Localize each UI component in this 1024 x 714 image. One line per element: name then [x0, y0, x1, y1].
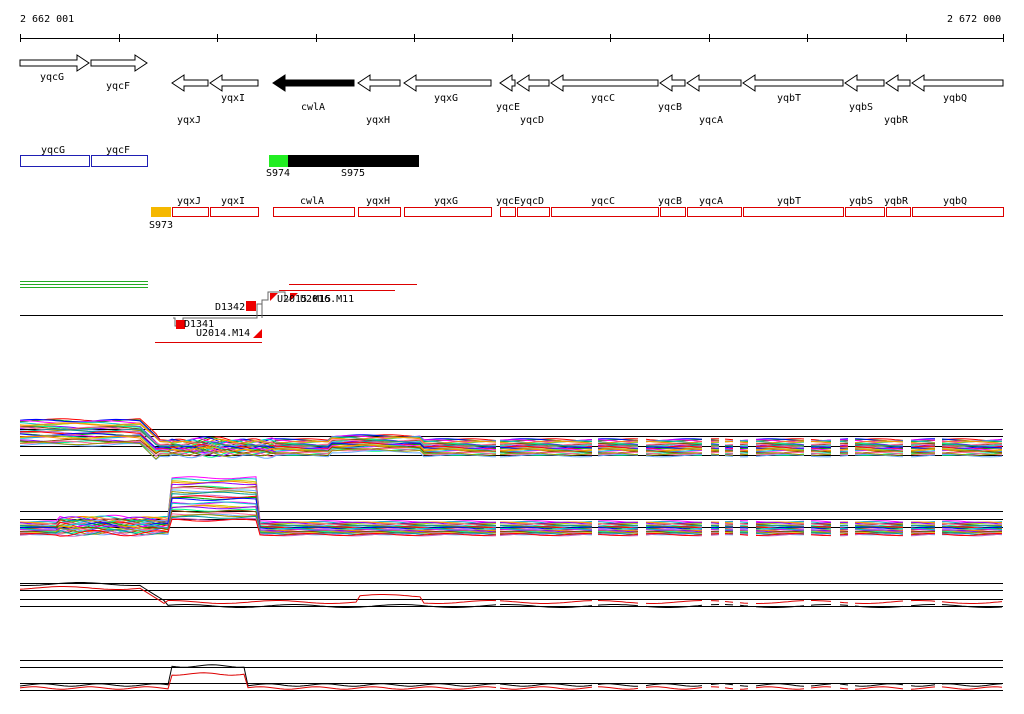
gene-label: yqxH: [366, 115, 390, 126]
red-box-label: yqcC: [591, 196, 615, 207]
gene-arrow-yqbr[interactable]: [885, 74, 911, 92]
feature-s973-label: S973: [149, 220, 173, 231]
gene-label: yqcC: [591, 93, 615, 104]
red-box[interactable]: [404, 207, 492, 217]
gene-label: yqcE: [496, 102, 520, 113]
red-box[interactable]: [358, 207, 401, 217]
gene-label: yqxG: [434, 93, 458, 104]
ruler-start-label: 2 662 001: [20, 14, 74, 25]
expression-summary-track-1: [19, 582, 1003, 608]
gene-arrow-cwla[interactable]: [272, 74, 355, 92]
red-box-label: yqbQ: [943, 196, 967, 207]
red-box[interactable]: [660, 207, 686, 217]
gene-label: yqbQ: [943, 93, 967, 104]
gene-arrow-yqbs[interactable]: [844, 74, 885, 92]
red-box-label: yqcE: [496, 196, 520, 207]
gene-arrow-yqca[interactable]: [686, 74, 742, 92]
marker-u2015-flag[interactable]: [270, 293, 278, 301]
marker-u2014-label: U2014.M14: [196, 328, 250, 339]
feature-s974[interactable]: [269, 155, 288, 167]
red-box[interactable]: [517, 207, 550, 217]
marker-d1341[interactable]: [176, 320, 185, 329]
gene-label: yqxI: [221, 93, 245, 104]
gene-label: yqcG: [40, 72, 64, 83]
coordinate-ruler: 2 662 001 2 672 000: [20, 14, 1004, 42]
red-box-label: yqxG: [434, 196, 458, 207]
gene-arrow-yqcg[interactable]: [19, 54, 90, 72]
feature-s974-label: S974: [266, 168, 290, 179]
red-box[interactable]: [886, 207, 911, 217]
gene-label: yqbS: [849, 102, 873, 113]
blue-box-track: yqcG yqcF: [20, 145, 148, 167]
ruler-end-label: 2 672 000: [947, 14, 1001, 25]
red-box[interactable]: [743, 207, 844, 217]
feature-s973[interactable]: [151, 207, 171, 217]
blue-box[interactable]: [91, 155, 148, 167]
marker-track: D1342 D1341 U2015.M15 U2016.M11 U2014.M1…: [20, 281, 1003, 343]
marker-u2014-flag[interactable]: [253, 329, 262, 338]
gene-arrow-yqcd[interactable]: [516, 74, 550, 92]
red-box-label: yqcA: [699, 196, 723, 207]
expression-summary-track-2: [19, 660, 1003, 691]
gene-label: yqcD: [520, 115, 544, 126]
feature-s975-label: S975: [341, 168, 365, 179]
gene-label: yqxJ: [177, 115, 201, 126]
gene-arrow-yqxi[interactable]: [209, 74, 259, 92]
gene-arrow-yqxh[interactable]: [357, 74, 401, 92]
marker-u2016-flag[interactable]: [290, 293, 298, 301]
gene-arrow-yqbq[interactable]: [911, 74, 1004, 92]
marker-d1342-label: D1342: [215, 302, 245, 313]
gene-label: yqcF: [106, 81, 130, 92]
red-box[interactable]: [273, 207, 355, 217]
marker-u2015-label: U2015.M15: [277, 294, 331, 305]
blue-box[interactable]: [20, 155, 90, 167]
red-box-label: yqbT: [777, 196, 801, 207]
marker-d1342[interactable]: [246, 301, 256, 311]
marker-d1341-label: D1341: [184, 319, 214, 330]
gene-arrow-yqce[interactable]: [499, 74, 516, 92]
gene-label: yqcB: [658, 102, 682, 113]
expression-profile-track-2: [19, 476, 1003, 537]
gene-arrow-yqxg[interactable]: [403, 74, 492, 92]
red-box-label: yqbS: [849, 196, 873, 207]
red-box-label: yqcD: [520, 196, 544, 207]
blue-box-label: yqcG: [41, 145, 65, 156]
gene-arrow-yqxj[interactable]: [171, 74, 209, 92]
gene-label: cwlA: [301, 102, 325, 113]
gene-arrow-yqbt[interactable]: [742, 74, 844, 92]
expression-profile-track-1: [19, 418, 1003, 461]
red-box[interactable]: [172, 207, 209, 217]
red-box[interactable]: [551, 207, 659, 217]
blue-box-label: yqcF: [106, 145, 130, 156]
gene-label: yqcA: [699, 115, 723, 126]
feature-track: S974 S975: [266, 155, 419, 179]
red-box[interactable]: [210, 207, 259, 217]
red-box[interactable]: [687, 207, 742, 217]
feature-s975[interactable]: [288, 155, 419, 167]
red-box[interactable]: [845, 207, 885, 217]
gene-label: yqbR: [884, 115, 909, 126]
red-box-label: yqbR: [884, 196, 909, 207]
red-box[interactable]: [500, 207, 516, 217]
marker-u2016-label: U2016.M11: [300, 294, 354, 305]
red-box-label: yqxI: [221, 196, 245, 207]
gene-arrow-yqcc[interactable]: [550, 74, 659, 92]
gene-arrow-yqcf[interactable]: [90, 54, 148, 72]
red-box[interactable]: [912, 207, 1004, 217]
red-box-label: yqcB: [658, 196, 682, 207]
red-box-label: yqxJ: [177, 196, 201, 207]
red-box-track: S973 yqxJ yqxI cwlA yqxH yqxG yqcE yqcD yqcC yqc…: [149, 196, 1004, 231]
red-box-label: cwlA: [300, 196, 324, 207]
gene-arrow-yqcb[interactable]: [659, 74, 686, 92]
red-box-label: yqxH: [366, 196, 390, 207]
gene-label: yqbT: [777, 93, 801, 104]
